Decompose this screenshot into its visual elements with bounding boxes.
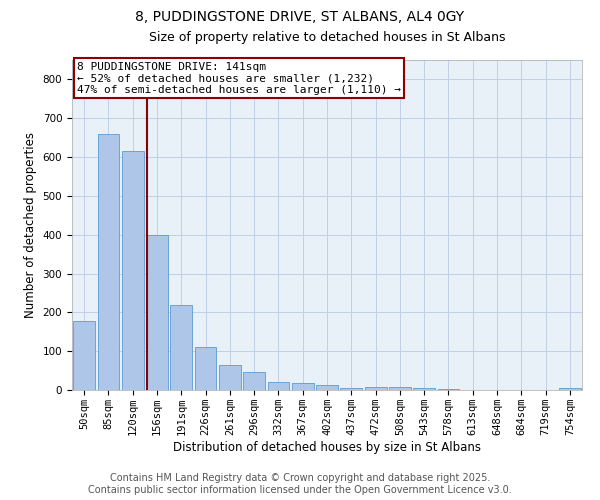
Bar xyxy=(97,134,119,390)
Bar xyxy=(437,389,460,390)
Text: 8 PUDDINGSTONE DRIVE: 141sqm
← 52% of detached houses are smaller (1,232)
47% of: 8 PUDDINGSTONE DRIVE: 141sqm ← 52% of de… xyxy=(77,62,401,95)
X-axis label: Distribution of detached houses by size in St Albans: Distribution of detached houses by size … xyxy=(173,440,481,454)
Bar xyxy=(365,388,386,390)
Bar xyxy=(170,306,192,390)
Bar xyxy=(340,388,362,390)
Bar xyxy=(146,234,168,390)
Bar xyxy=(316,385,338,390)
Bar xyxy=(268,382,289,390)
Bar xyxy=(389,387,411,390)
Bar xyxy=(292,384,314,390)
Bar xyxy=(73,321,95,390)
Bar xyxy=(413,388,435,390)
Bar xyxy=(194,346,217,390)
Bar xyxy=(122,151,143,390)
Text: 8, PUDDINGSTONE DRIVE, ST ALBANS, AL4 0GY: 8, PUDDINGSTONE DRIVE, ST ALBANS, AL4 0G… xyxy=(136,10,464,24)
Bar xyxy=(219,365,241,390)
Text: Contains HM Land Registry data © Crown copyright and database right 2025.
Contai: Contains HM Land Registry data © Crown c… xyxy=(88,474,512,495)
Bar xyxy=(559,388,581,390)
Title: Size of property relative to detached houses in St Albans: Size of property relative to detached ho… xyxy=(149,30,505,44)
Y-axis label: Number of detached properties: Number of detached properties xyxy=(24,132,37,318)
Bar xyxy=(243,372,265,390)
